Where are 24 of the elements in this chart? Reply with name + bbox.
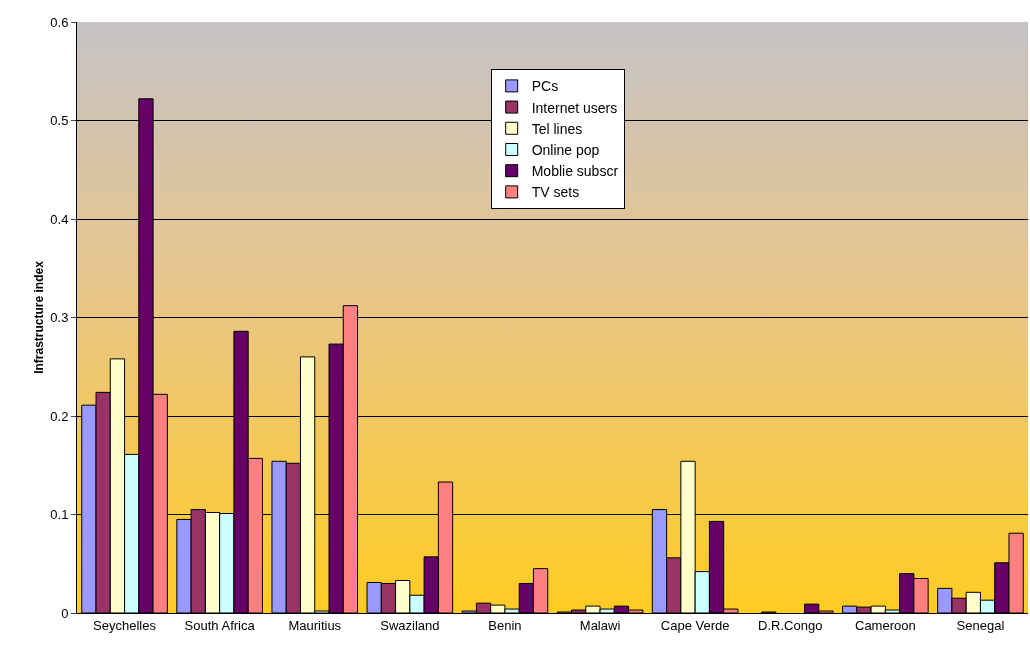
y-tick-label: 0.5 (50, 113, 69, 129)
y-tick-label: 0.6 (50, 14, 69, 30)
y-tick-label: 0.4 (50, 211, 69, 227)
x-tick-label: Cape Verde (660, 617, 730, 633)
x-tick-label: Cameroon (855, 617, 916, 633)
legend-label: Tel lines (531, 120, 583, 137)
legend-label: Moblie subscr (531, 163, 619, 180)
x-tick-label: Malawi (579, 617, 621, 633)
x-tick-label: Seychelles (93, 617, 157, 633)
legend-label: TV sets (531, 184, 580, 201)
y-tick-label: 0.1 (50, 507, 69, 523)
y-axis-title: Infrastructure index (32, 260, 46, 374)
x-tick-label: Benin (488, 617, 522, 633)
y-tick-label: 0.2 (50, 408, 69, 424)
legend-label: Internet users (531, 99, 618, 116)
legend-label: PCs (531, 78, 559, 95)
x-tick-label: Senegal (956, 617, 1005, 633)
x-tick-label: South Africa (184, 617, 256, 633)
legend-label: Online pop (531, 141, 600, 158)
x-tick-label: Mauritius (288, 617, 342, 633)
x-tick-label: Swaziland (380, 617, 440, 633)
x-tick-label: D.R.Congo (758, 617, 823, 633)
y-tick-label: 0.3 (50, 310, 69, 326)
y-tick-label: 0 (61, 605, 69, 621)
